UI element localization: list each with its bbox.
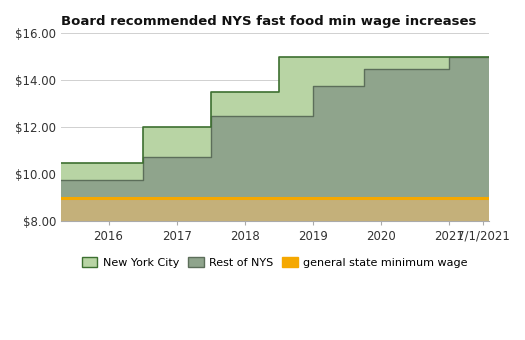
Text: Board recommended NYS fast food min wage increases: Board recommended NYS fast food min wage…	[61, 15, 476, 28]
Legend: New York City, Rest of NYS, general state minimum wage: New York City, Rest of NYS, general stat…	[77, 253, 472, 272]
